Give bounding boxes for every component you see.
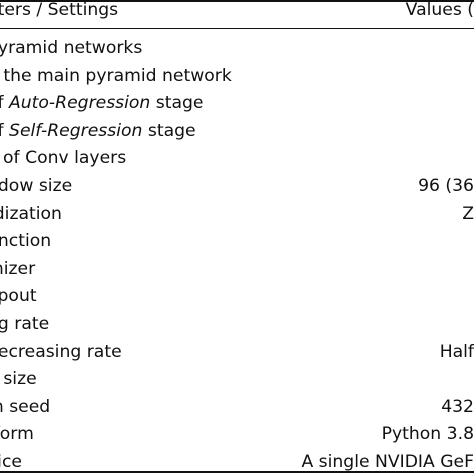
parameter-text: m seed [0,397,51,417]
parameter-text: tform [0,424,34,444]
top-rule [0,0,474,2]
parameter-emphasis: Auto-Regression [9,93,151,113]
table-row-parameter: h size [0,369,37,389]
table-row-parameter: pyramid networks [0,38,142,58]
table-row-parameter: mizer [0,259,35,279]
values-header: Values ( [405,0,474,20]
table-row-value: Z [462,204,474,224]
parameter-text: ndow size [0,176,73,196]
table-row-value: 432 [441,397,474,417]
parameter-suffix: stage [150,93,204,113]
table-row-parameter: e of Conv layers [0,148,126,168]
table-row-parameter: opout [0,286,37,306]
table-row-parameter: of Auto-Regression stage [0,93,204,113]
parameter-text: vice [0,452,22,472]
table-row-parameter: m seed [0,397,50,417]
table-row-parameter: unction [0,231,51,251]
parameter-text: pyramid networks [0,38,143,58]
table-row-parameter: vice [0,452,22,472]
parameter-text: opout [0,286,37,306]
parameter-text: of [0,93,4,113]
table-row-value: A single NVIDIA GeF [301,452,474,472]
parameter-emphasis: Self-Regression [9,121,143,141]
table-row-parameter: rdization [0,204,62,224]
parameter-text: h size [0,369,37,389]
table-row-parameter: decreasing rate [0,342,122,362]
parameter-text: ng rate [0,314,50,334]
parameter-text: mizer [0,259,36,279]
parameter-text: n the main pyramid network [0,66,232,86]
parameter-suffix: stage [142,121,196,141]
table-row-parameter: tform [0,424,34,444]
table-row-parameter: ndow size [0,176,72,196]
parameter-text: rdization [0,204,62,224]
parameter-text: of [0,121,4,141]
table-row-value: Half [439,342,474,362]
parameter-text: unction [0,231,52,251]
table-row-parameter: n the main pyramid network [0,66,232,86]
parameter-text: decreasing rate [0,342,122,362]
parameter-text: e of Conv layers [0,148,127,168]
table-row-value: Python 3.8 [381,424,474,444]
bottom-rule [0,471,474,473]
table-row-parameter: of Self-Regression stage [0,121,196,141]
table-row-value: 96 (36 [418,176,474,196]
parameters-header: eters / Settings [0,0,119,20]
header-rule [0,28,474,29]
table-row-parameter: ng rate [0,314,49,334]
